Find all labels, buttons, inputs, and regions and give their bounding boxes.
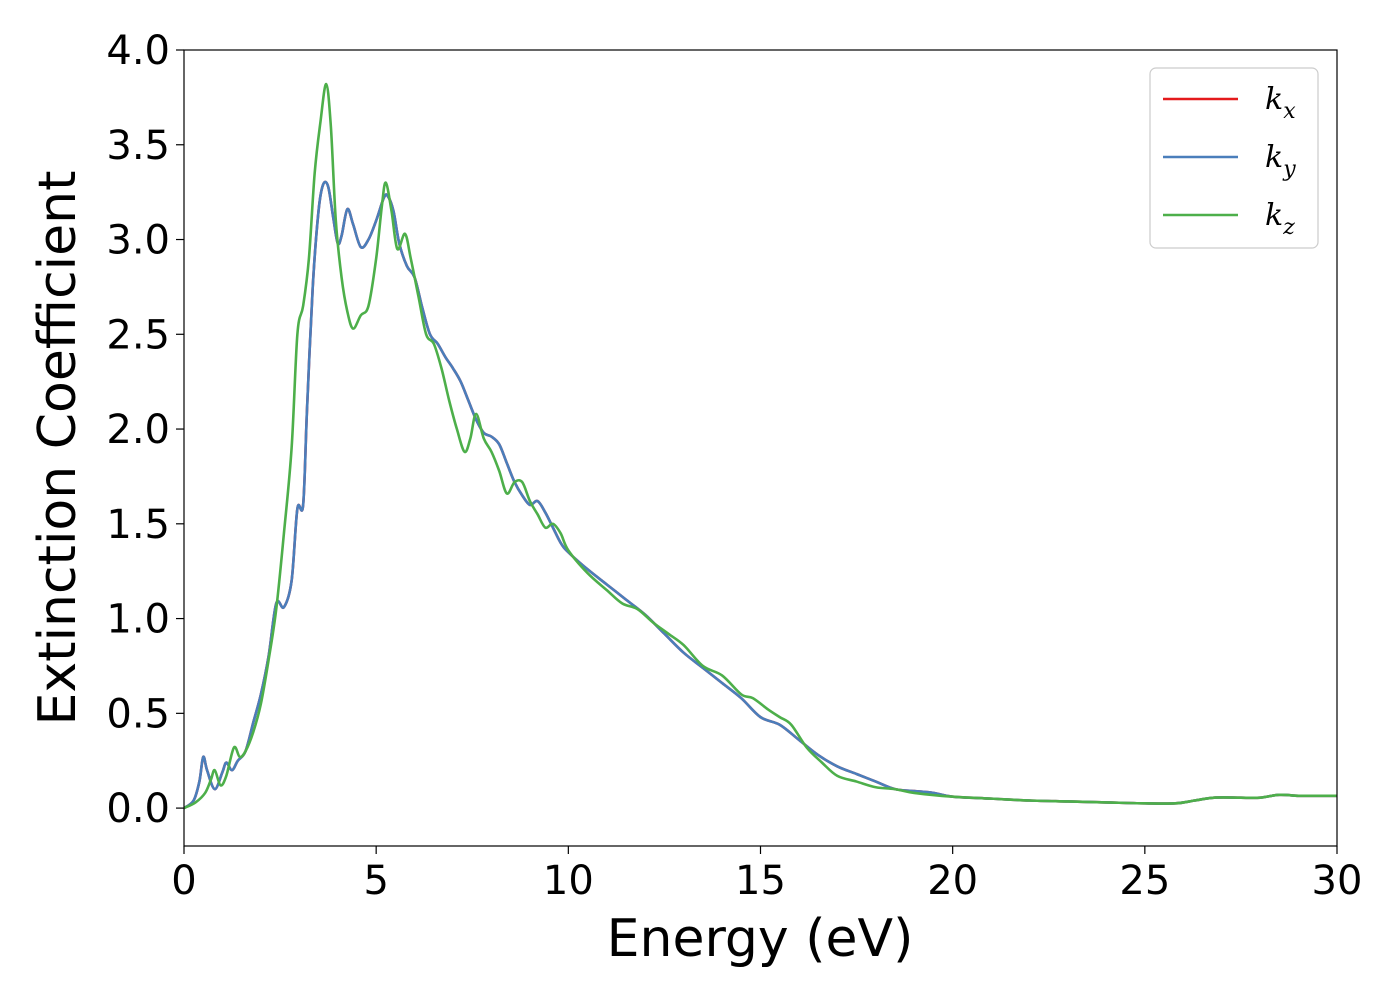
legend-label-main: k	[1265, 198, 1283, 233]
x-tick-label: 30	[1312, 858, 1363, 904]
x-tick-label: 5	[363, 858, 388, 904]
x-axis-title: Energy (eV)	[607, 909, 914, 969]
x-tick-label: 20	[927, 858, 978, 904]
y-tick-label: 4.0	[106, 28, 170, 74]
y-axis-title: Extinction Coefficient	[28, 171, 88, 726]
series-layer	[184, 82, 1337, 810]
y-axis: 0.0 0.5 1.0 1.5 2.0 2.5 3.0 3.5 4.0	[106, 28, 184, 832]
y-tick-label: 0.0	[106, 786, 170, 832]
legend-label-x: kx	[1265, 82, 1296, 124]
x-tick-label: 0	[171, 858, 196, 904]
legend-label-z: kz	[1265, 198, 1295, 240]
legend-label-main: k	[1265, 140, 1283, 175]
series-line-z	[184, 82, 1337, 810]
legend-label-main: k	[1265, 82, 1283, 117]
y-tick-label: 1.0	[106, 597, 170, 643]
x-tick-label: 15	[735, 858, 786, 904]
legend-label-y: ky	[1265, 140, 1296, 182]
series-line-y	[184, 180, 1337, 810]
y-tick-label: 3.5	[106, 123, 170, 169]
y-tick-label: 3.0	[106, 218, 170, 264]
y-tick-label: 0.5	[106, 691, 170, 737]
legend-label-subscript: z	[1282, 215, 1295, 240]
plot-background	[184, 50, 1337, 846]
x-axis: 0 5 10 15 20 25 30	[171, 846, 1362, 904]
legend-label-subscript: x	[1283, 99, 1296, 124]
y-tick-label: 1.5	[106, 502, 170, 548]
legend-label-subscript: y	[1282, 157, 1296, 182]
y-tick-label: 2.0	[106, 407, 170, 453]
y-tick-label: 2.5	[106, 312, 170, 358]
x-tick-label: 10	[543, 858, 594, 904]
x-tick-label: 25	[1119, 858, 1170, 904]
